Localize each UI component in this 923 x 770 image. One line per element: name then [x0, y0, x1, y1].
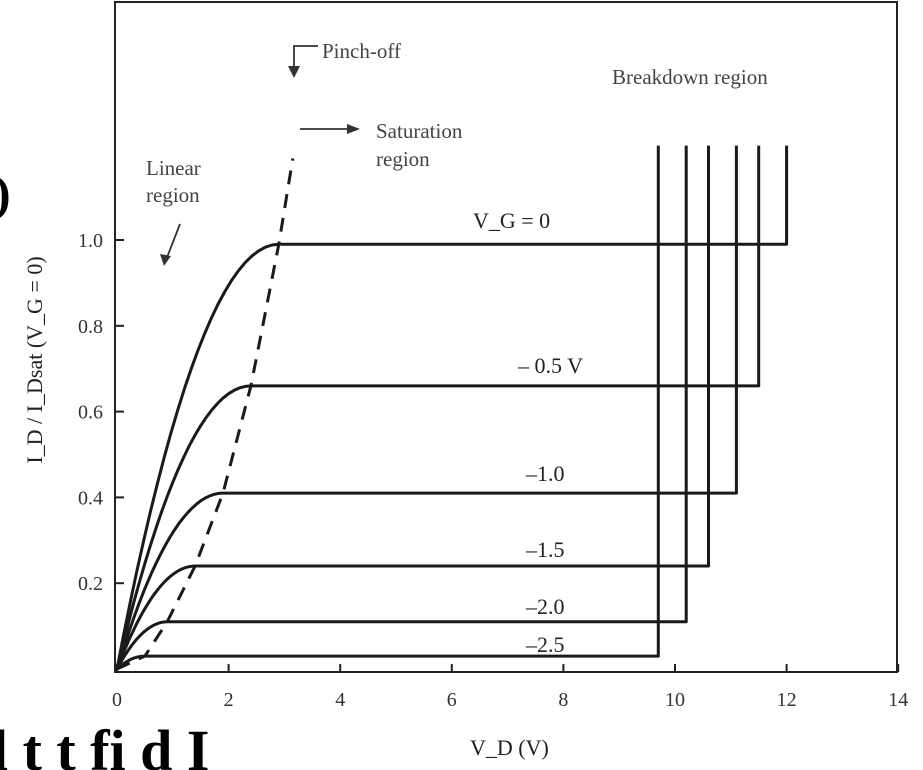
series-label: –2.0	[525, 594, 565, 619]
series-labels-layer: V_G = 0 – 0.5 V –1.0 –1.5 –2.0 –2.5	[473, 208, 583, 657]
saturation-annotation-line1: Saturation	[376, 119, 463, 143]
linear-arrowhead	[160, 254, 171, 266]
pinch-off-arrow	[293, 45, 318, 70]
curves-layer	[115, 145, 789, 671]
series-curve	[115, 145, 660, 671]
pinch-off-locus	[116, 158, 295, 671]
series-label: –2.5	[525, 632, 565, 657]
linear-arrow	[165, 223, 181, 261]
series-curve	[115, 145, 688, 670]
x-axis-ticks: 0 2 4 6 8 10 12 14	[112, 664, 908, 711]
series-label: –1.0	[525, 461, 565, 486]
x-tick-label: 10	[665, 689, 685, 711]
x-tick-label: 6	[447, 689, 457, 711]
series-label: – 0.5 V	[517, 353, 583, 378]
x-tick-label: 14	[888, 689, 908, 711]
x-tick-label: 4	[335, 689, 345, 711]
linear-annotation-line2: region	[146, 183, 200, 207]
saturation-arrowhead	[347, 124, 360, 134]
y-tick-label: 1.0	[78, 230, 103, 252]
saturation-annotation-line2: region	[376, 147, 430, 171]
y-tick-label: 0.6	[78, 402, 103, 424]
y-axis-ticks: 0.2 0.4 0.6 0.8 1.0	[78, 230, 124, 595]
y-axis-label: I_D / I_Dsat (V_G = 0)	[22, 256, 47, 463]
y-tick-label: 0.2	[78, 573, 103, 595]
linear-annotation-line1: Linear	[146, 156, 201, 180]
bottom-slide-text-fragment: l t t fi d I	[0, 718, 210, 770]
x-axis-label: V_D (V)	[470, 735, 549, 760]
x-tick-label: 12	[777, 689, 797, 711]
pinch-off-annotation: Pinch-off	[322, 39, 401, 63]
series-curve	[115, 145, 738, 670]
plot-frame	[114, 1, 898, 673]
x-tick-label: 2	[224, 689, 234, 711]
y-tick-label: 0.8	[78, 316, 103, 338]
x-tick-label: 8	[558, 689, 568, 711]
pinch-off-arrowhead	[288, 66, 300, 78]
series-curve	[115, 145, 789, 670]
y-tick-label: 0.4	[78, 487, 103, 509]
series-label: V_G = 0	[473, 208, 550, 233]
series-curve	[115, 145, 761, 670]
left-edge-fragment: )	[0, 165, 11, 221]
x-tick-label: 0	[112, 689, 122, 711]
breakdown-annotation: Breakdown region	[612, 65, 768, 89]
series-curve	[115, 145, 710, 670]
series-label: –1.5	[525, 537, 565, 562]
